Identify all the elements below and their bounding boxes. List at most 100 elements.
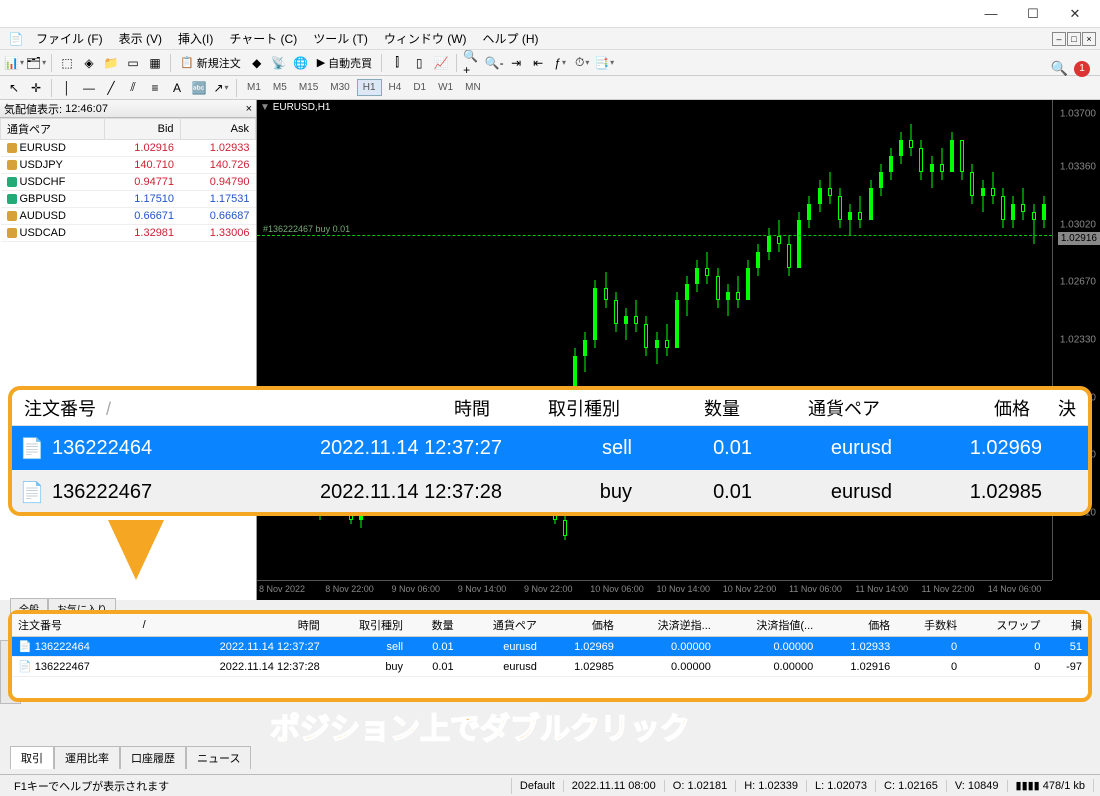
terminal-col[interactable]: 手数料 [896,614,963,637]
timeframe-M15[interactable]: M15 [294,80,323,95]
col-price[interactable]: 価格 [892,395,1042,421]
toolbar-drawing: ↖ ✛ │ — ╱ ⫽ ≡ A 🔤 ↗▾ M1M5M15M30H1H4D1W1M… [0,76,1100,100]
menu-item[interactable]: ウィンドウ (W) [378,28,473,49]
bar-chart-icon[interactable]: ⫿ [387,53,407,73]
menu-item[interactable]: チャート (C) [223,28,303,49]
crosshair-icon[interactable]: ✛ [26,78,46,98]
terminal-col[interactable]: 損 [1046,614,1088,637]
strategy-tester-icon[interactable]: ▦ [145,53,165,73]
status-datetime: 2022.11.11 08:00 [564,780,665,792]
terminal-tab[interactable]: 取引 [10,746,54,769]
timeframe-H1[interactable]: H1 [357,79,382,96]
terminal-row[interactable]: 📄 1362224672022.11.14 12:37:28buy0.01eur… [12,657,1088,677]
market-watch-row[interactable]: USDCAD 1.32981 1.33006 [1,225,256,242]
hline-icon[interactable]: — [79,78,99,98]
menu-item[interactable]: 表示 (V) [113,28,168,49]
order-row[interactable]: 📄 136222467 2022.11.14 12:37:28 buy 0.01… [12,470,1088,514]
vline-icon[interactable]: │ [57,78,77,98]
terminal-icon[interactable]: ▭ [123,53,143,73]
arrows-icon[interactable]: ↗▾ [211,78,231,98]
terminal-col[interactable]: スワップ [963,614,1046,637]
new-chart-icon[interactable]: 📊▾ [4,53,24,73]
profiles-icon[interactable]: 🗂▾ [26,53,46,73]
mdi-minimize[interactable]: – [1052,32,1066,46]
terminal-overlay: 注文番号/時間取引種別数量通貨ペア価格決済逆指...決済指値(...価格手数料ス… [8,610,1092,702]
timeframe-D1[interactable]: D1 [408,80,431,95]
terminal-tab[interactable]: 運用比率 [54,746,120,769]
timeframe-W1[interactable]: W1 [433,80,458,95]
terminal-col[interactable]: 決済逆指... [620,614,717,637]
terminal-row[interactable]: 📄 1362224642022.11.14 12:37:27sell0.01eu… [12,637,1088,657]
window-maximize[interactable]: ☐ [1012,6,1054,22]
col-order-no[interactable]: 注文番号 / [12,395,222,421]
templates-icon[interactable]: 📑▾ [594,53,614,73]
chart-panel[interactable]: EURUSD,H1 [257,100,1100,600]
text-label-icon[interactable]: 🔤 [189,78,209,98]
window-minimize[interactable]: — [970,6,1012,21]
menu-item[interactable]: ヘルプ (H) [477,28,545,49]
data-window-icon[interactable]: ◈ [79,53,99,73]
market-watch-icon[interactable]: ⬚ [57,53,77,73]
order-row[interactable]: 📄 136222464 2022.11.14 12:37:27 sell 0.0… [12,426,1088,470]
market-watch-row[interactable]: USDCHF 0.94771 0.94790 [1,174,256,191]
mdi-restore[interactable]: □ [1067,32,1081,46]
col-settle[interactable]: 決 [1042,395,1088,421]
market-watch-header: 気配値表示: 12:46:07 × [0,100,256,118]
navigator-icon[interactable]: 📁 [101,53,121,73]
mdi-close[interactable]: × [1082,32,1096,46]
market-watch-row[interactable]: GBPUSD 1.17510 1.17531 [1,191,256,208]
col-symbol[interactable]: 通貨ペア [752,395,892,421]
timeframe-M30[interactable]: M30 [325,80,354,95]
col-type[interactable]: 取引種別 [502,395,632,421]
terminal-col[interactable]: 取引種別 [326,614,409,637]
timeframe-M5[interactable]: M5 [268,80,292,95]
terminal-col[interactable]: / [137,614,159,637]
terminal-col[interactable]: 注文番号 [12,614,137,637]
new-order-button[interactable]: 📋新規注文 [176,55,245,71]
timeframe-M1[interactable]: M1 [242,80,266,95]
col-symbol[interactable]: 通貨ペア [1,119,105,140]
market-watch-row[interactable]: USDJPY 140.710 140.726 [1,157,256,174]
vps-icon[interactable]: 🌐 [291,53,311,73]
terminal-col[interactable]: 価格 [819,614,896,637]
notification-badge[interactable]: 1 [1074,61,1090,77]
col-time[interactable]: 時間 [222,395,502,421]
cursor-icon[interactable]: ↖ [4,78,24,98]
terminal-col[interactable]: 決済指値(... [717,614,819,637]
terminal-col[interactable]: 価格 [543,614,620,637]
market-watch-row[interactable]: EURUSD 1.02916 1.02933 [1,140,256,157]
timeframe-H4[interactable]: H4 [384,80,407,95]
menu-item[interactable]: ツール (T) [307,28,374,49]
fibo-icon[interactable]: ≡ [145,78,165,98]
periods-icon[interactable]: ⏱▾ [572,53,592,73]
channel-icon[interactable]: ⫽ [123,78,143,98]
menu-item[interactable]: ファイル (F) [30,28,109,49]
meta-icon[interactable]: ◆ [247,53,267,73]
close-icon[interactable]: × [246,103,252,115]
market-watch-row[interactable]: AUDUSD 0.66671 0.66687 [1,208,256,225]
text-icon[interactable]: A [167,78,187,98]
app-icon: 📄 [6,29,26,49]
menu-item[interactable]: 挿入(I) [172,28,219,49]
chart-shift-icon[interactable]: ⇤ [528,53,548,73]
search-icon[interactable]: 🔍 [1051,60,1068,77]
zoom-out-icon[interactable]: 🔍- [484,53,504,73]
autotrade-button[interactable]: ▶自動売買 [313,55,376,71]
terminal-tab[interactable]: 口座履歴 [120,746,186,769]
timeframe-MN[interactable]: MN [460,80,486,95]
indicators-icon[interactable]: ƒ▾ [550,53,570,73]
trendline-icon[interactable]: ╱ [101,78,121,98]
signals-icon[interactable]: 📡 [269,53,289,73]
terminal-tab[interactable]: ニュース [186,746,251,769]
col-bid[interactable]: Bid [105,119,180,140]
candle-chart-icon[interactable]: ▯ [409,53,429,73]
line-chart-icon[interactable]: 📈 [431,53,451,73]
terminal-col[interactable]: 時間 [159,614,326,637]
col-volume[interactable]: 数量 [632,395,752,421]
auto-scroll-icon[interactable]: ⇥ [506,53,526,73]
col-ask[interactable]: Ask [180,119,255,140]
window-close[interactable]: ✕ [1054,6,1096,22]
zoom-in-icon[interactable]: 🔍+ [462,53,482,73]
terminal-col[interactable]: 数量 [409,614,460,637]
terminal-col[interactable]: 通貨ペア [460,614,543,637]
